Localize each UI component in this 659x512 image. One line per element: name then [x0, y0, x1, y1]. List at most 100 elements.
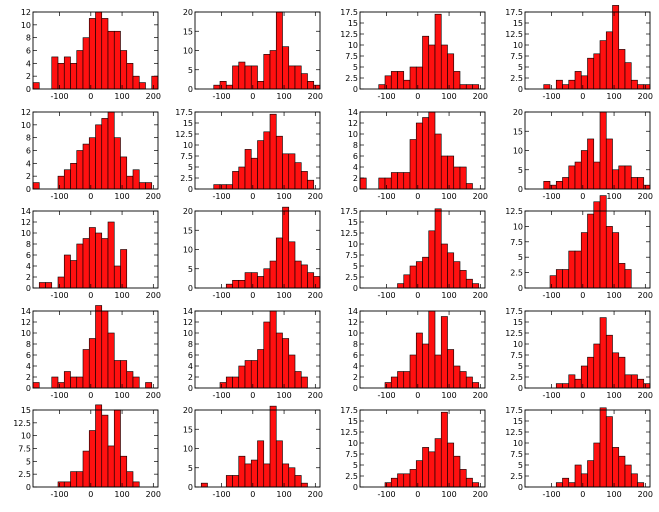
y-tick-label: 15	[183, 425, 193, 434]
x-tick-label: -100	[212, 192, 230, 201]
x-tick-label: 100	[606, 92, 621, 101]
histogram-bar	[275, 237, 283, 289]
histogram-bar	[384, 177, 392, 190]
histogram-bar	[238, 455, 246, 488]
x-tick-label: 100	[606, 490, 621, 499]
y-tick-label: 8	[353, 141, 358, 150]
y-tick-label: 2.5	[345, 74, 358, 83]
y-tick-label: 15	[348, 19, 358, 28]
x-tick-label: 0	[88, 192, 93, 201]
histogram-bar	[422, 256, 430, 289]
histogram-bar	[562, 269, 570, 289]
histogram-bar	[390, 71, 398, 90]
histogram-bar	[132, 481, 140, 488]
histogram-bar	[307, 81, 315, 90]
histogram-bar	[618, 165, 626, 190]
y-tick-label: 2.5	[510, 269, 523, 278]
histogram-bar	[549, 275, 557, 289]
histogram-bar	[219, 81, 227, 90]
histogram-bar	[440, 155, 448, 190]
histogram-bar	[294, 65, 302, 90]
histogram-bar	[269, 50, 277, 90]
x-tick-label: 200	[638, 92, 653, 101]
x-tick-label: 0	[580, 391, 585, 400]
plot-frame	[359, 11, 486, 90]
x-tick-label: -100	[377, 291, 395, 300]
histogram-bar	[472, 382, 480, 389]
histogram-bar	[605, 226, 613, 289]
y-tick-label: 2	[353, 373, 358, 382]
histogram-bar	[250, 157, 258, 190]
histogram-bar	[453, 166, 461, 190]
histogram-bar	[95, 232, 103, 289]
y-tick-label: 15	[183, 27, 193, 36]
x-tick-label: 100	[114, 291, 129, 300]
x-tick-label: 0	[250, 490, 255, 499]
histogram-bar	[580, 473, 588, 488]
y-tick-label: 10	[348, 329, 358, 338]
histogram-bar	[459, 84, 467, 90]
histogram-bar	[605, 416, 613, 488]
histogram-bar	[38, 282, 46, 289]
y-tick-label: 14	[183, 307, 193, 316]
histogram-bar	[288, 467, 296, 488]
histogram-bar	[101, 118, 109, 190]
y-tick-label: 8	[26, 134, 31, 143]
histogram-bar	[213, 184, 221, 190]
histogram-bar	[232, 65, 240, 90]
histogram-bar	[200, 482, 208, 488]
x-tick-label: 200	[473, 490, 488, 499]
histogram-bar	[32, 382, 40, 389]
histogram-bar	[409, 66, 417, 90]
histogram-bar	[219, 184, 227, 190]
histogram-bar	[32, 82, 40, 90]
histogram-bar	[95, 11, 103, 90]
y-tick-label: 15	[348, 218, 358, 227]
histogram-bar	[605, 334, 613, 389]
histogram-bar	[126, 471, 134, 488]
x-tick-label: 100	[276, 391, 291, 400]
histogram-bar	[63, 254, 71, 289]
x-tick-label: 200	[473, 192, 488, 201]
histogram-bar	[555, 482, 563, 488]
histogram-bar	[618, 356, 626, 389]
histogram-bar	[145, 182, 153, 190]
y-tick-label: 10	[183, 445, 193, 454]
histogram-bar	[568, 374, 576, 389]
histogram-bar	[428, 451, 436, 488]
histogram-bar	[257, 440, 265, 488]
histogram-bar	[238, 365, 246, 389]
histogram-bar	[630, 79, 638, 90]
x-tick-label: 200	[308, 192, 323, 201]
x-tick-label: 100	[114, 391, 129, 400]
histogram-bar	[422, 447, 430, 488]
histogram-bar	[250, 360, 258, 389]
histogram-bar	[250, 459, 258, 488]
histogram-bar	[232, 376, 240, 389]
x-tick-label: -100	[50, 490, 68, 499]
histogram-bar	[275, 440, 283, 488]
x-tick-label: 100	[276, 490, 291, 499]
histogram-bar	[300, 482, 308, 488]
y-tick-label: 17.5	[340, 406, 358, 415]
histogram-bar	[555, 79, 563, 90]
histogram-panel-18: 0 5 10 15 20 -100 0 100 200	[183, 405, 323, 499]
plot-frame	[194, 111, 321, 190]
histogram-bar	[403, 172, 411, 190]
histogram-panel-2: 0 5 10 15 20 -100 0 100 200	[183, 8, 323, 101]
histogram-bar	[107, 445, 115, 488]
histogram-bar	[593, 442, 601, 488]
x-tick-label: 0	[88, 92, 93, 101]
histogram-bar	[57, 63, 65, 90]
histogram-bar	[555, 269, 563, 289]
histogram-bar	[250, 272, 258, 289]
histogram-bar	[101, 18, 109, 90]
y-tick-label: 17.5	[505, 406, 523, 415]
histogram-bar	[282, 338, 290, 389]
y-tick-label: 5	[518, 362, 523, 371]
x-tick-label: -100	[377, 391, 395, 400]
histogram-bar	[145, 382, 153, 389]
histogram-bar	[580, 150, 588, 190]
x-tick-label: 100	[114, 490, 129, 499]
histogram-bar	[390, 376, 398, 389]
